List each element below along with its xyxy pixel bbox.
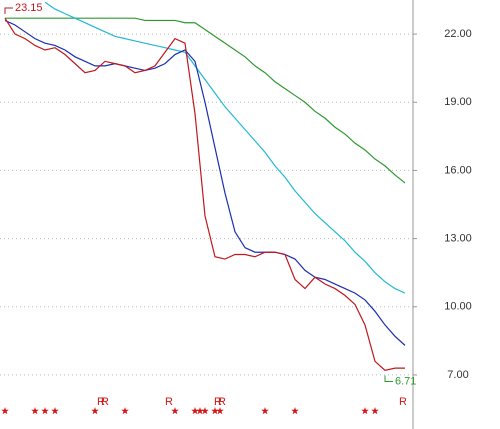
star-marker [191,407,199,415]
r-marker: R [218,396,226,408]
star-marker [41,407,49,415]
y-tick-label: 16.00 [444,164,472,176]
r-marker: R [399,396,407,408]
y-tick-label: 7.00 [447,369,468,381]
star-marker [171,407,179,415]
star-marker [91,407,99,415]
r-marker: R [214,396,222,408]
y-tick-label: 22.00 [444,28,472,40]
star-marker [371,407,379,415]
star-marker [361,407,369,415]
star-marker [196,407,204,415]
star-marker [31,407,39,415]
y-tick-label: 13.00 [444,232,472,244]
series-line [4,17,405,372]
annotation-bracket [384,375,393,383]
y-tick-label: 10.00 [444,301,472,313]
star-marker [121,407,129,415]
annotation-bracket [4,7,13,14]
star-marker [261,407,269,415]
y-tick-label: 19.00 [444,96,472,108]
star-marker [201,407,209,415]
series-line [44,1,406,294]
r-marker: R [165,396,173,408]
star-marker [291,407,299,415]
star-marker [51,407,59,415]
star-marker [211,407,219,415]
r-marker: R [97,396,105,408]
r-marker: R [101,396,109,408]
annotation-label: 6.71 [395,375,416,387]
series-line [4,19,406,346]
star-marker [1,407,9,415]
series-line [5,17,406,184]
annotation-label: 23.15 [15,2,43,14]
star-marker [216,407,224,415]
